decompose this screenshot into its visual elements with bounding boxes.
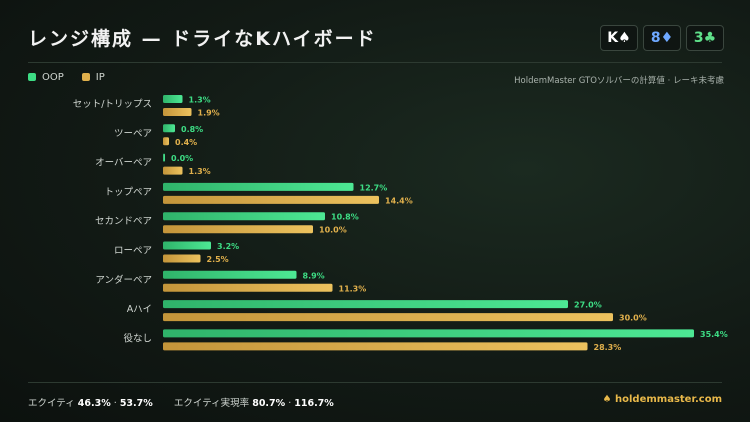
realization-oop: 80.7% (252, 398, 286, 409)
value-label-ip: 30.0% (619, 314, 647, 323)
category-label: トップペア (104, 187, 152, 198)
source-note: HoldemMaster GTOソルバーの計算値 · レーキ未考慮 (514, 76, 724, 86)
diamond-icon: ♦ (660, 30, 674, 46)
bar-ip (163, 342, 588, 351)
legend-label-ip: IP (95, 72, 105, 83)
equity-label: エクイティ (28, 398, 75, 409)
value-label-ip: 28.3% (594, 343, 622, 352)
equity-oop: 46.3% (77, 398, 111, 409)
bar-oop (163, 270, 297, 279)
bar-ip (163, 195, 379, 204)
card-rank: 3 (693, 30, 704, 46)
category-label: ローペア (114, 246, 152, 257)
club-icon: ♣ (703, 30, 717, 46)
value-label-oop: 10.8% (331, 213, 359, 222)
value-label-ip: 11.3% (339, 284, 367, 293)
bar-ip (163, 166, 183, 175)
value-label-oop: 0.8% (181, 125, 203, 134)
board-cards: K ♠ 8 ♦ 3 ♣ (600, 25, 724, 51)
legend-swatch-oop (28, 73, 36, 81)
category-label: オーバーペア (95, 158, 152, 169)
bar-ip (163, 225, 313, 234)
value-label-ip: 2.5% (207, 255, 229, 264)
equity-ip: 53.7% (119, 398, 153, 409)
value-label-oop: 8.9% (303, 271, 325, 280)
value-label-ip: 1.3% (189, 167, 211, 176)
header-divider (28, 62, 722, 63)
board-card: K ♠ (600, 25, 638, 51)
spade-icon: ♠ (618, 30, 631, 46)
realization-separator: · (285, 398, 295, 409)
bar-ip (163, 254, 201, 263)
bar-ip (163, 108, 192, 116)
value-label-oop: 27.0% (574, 301, 602, 310)
legend: OOP IP (28, 72, 105, 83)
value-label-ip: 10.0% (319, 226, 347, 235)
value-label-oop: 0.0% (171, 154, 193, 163)
equity-separator: · (110, 398, 120, 409)
bar-oop (163, 95, 183, 103)
board-card: 3 ♣ (686, 25, 724, 51)
category-label: 役なし (123, 332, 152, 344)
category-label: ツーペア (114, 128, 152, 139)
legend-swatch-ip (81, 73, 90, 81)
legend-label-oop: OOP (42, 72, 64, 83)
bar-oop (163, 124, 175, 133)
realization-ip: 116.7% (294, 398, 334, 409)
value-label-ip: 1.9% (198, 109, 220, 118)
realization-label: エクイティ実現率 (173, 398, 250, 409)
chart-title: レンジ構成 — ドライなKハイボード (28, 28, 377, 50)
value-label-ip: 0.4% (175, 138, 197, 147)
value-label-oop: 3.2% (217, 242, 239, 251)
category-label: Aハイ (127, 304, 152, 315)
bar-ip (163, 137, 169, 146)
bar-oop (163, 329, 694, 338)
value-label-ip: 14.4% (385, 196, 413, 205)
category-label: セカンドペア (95, 216, 152, 227)
category-label: セット/トリップス (73, 99, 152, 110)
board-card: 8 ♦ (643, 25, 681, 51)
bar-oop (163, 300, 568, 309)
bar-oop (163, 182, 354, 191)
value-label-oop: 1.3% (189, 96, 211, 105)
footer-stats: エクイティ 46.3% · 53.7% エクイティ実現率 80.7% · 116… (28, 395, 334, 409)
footer-divider (28, 382, 722, 383)
legend-item-oop: OOP (28, 72, 64, 83)
bar-ip (163, 313, 613, 322)
card-rank: K (607, 30, 619, 46)
bar-oop (163, 241, 211, 250)
category-label: アンダーペア (95, 274, 152, 286)
bar-oop (163, 153, 165, 162)
value-label-oop: 12.7% (360, 183, 388, 192)
bar-oop (163, 212, 325, 221)
value-label-oop: 35.4% (700, 330, 728, 339)
card-rank: 8 (650, 30, 661, 46)
brand-link[interactable]: ♠ holdemmaster.com (602, 394, 722, 405)
legend-item-ip: IP (81, 72, 105, 83)
bar-ip (163, 283, 333, 292)
